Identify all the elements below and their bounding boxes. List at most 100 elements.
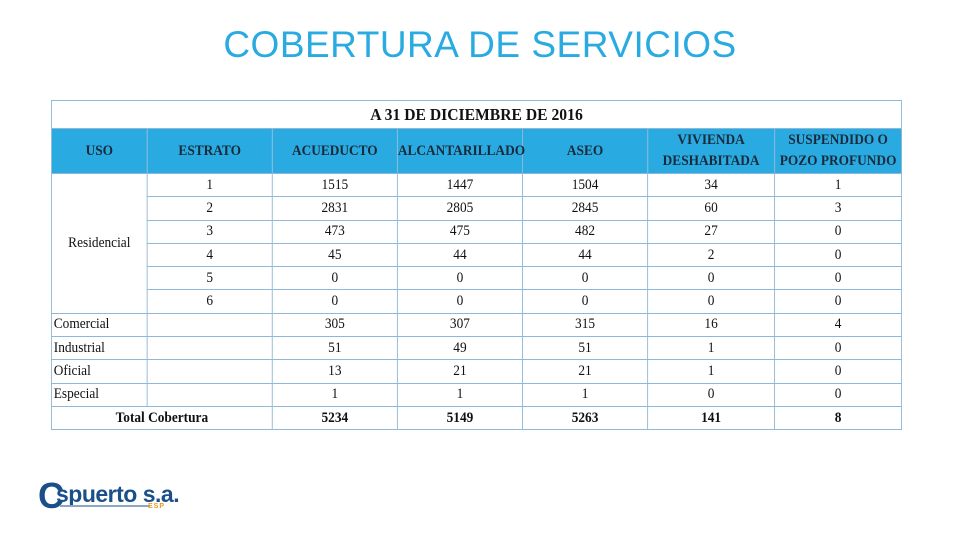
cell-aseo: 482 [522, 219, 649, 244]
cell-alcantarillado: 49 [396, 336, 523, 361]
total-aseo: 5263 [522, 405, 649, 431]
cell-suspendido: 0 [774, 336, 903, 361]
table-row: 4 45 44 44 2 0 [51, 242, 903, 268]
total-label: Total Cobertura [50, 405, 273, 431]
cell-acueducto: 1515 [271, 172, 398, 198]
cell-alcantarillado: 44 [396, 242, 523, 268]
cell-alcantarillado: 307 [396, 312, 523, 338]
cell-vivienda: 0 [647, 266, 776, 291]
logo-mark: C [38, 475, 64, 516]
header-suspendido: SUSPENDIDO O POZO PROFUNDO [774, 128, 903, 174]
header-vivienda: VIVIENDA DESHABITADA [647, 128, 776, 174]
table-caption-row: A 31 DE DICIEMBRE DE 2016 [50, 100, 903, 129]
cell-uso: Industrial [50, 336, 148, 361]
table-header-row: USO ESTRATO ACUEDUCTO ALCANTARILLADO ASE… [50, 128, 903, 174]
cell-suspendido: 0 [774, 289, 903, 314]
cell-estrato: 2 [146, 196, 273, 221]
cell-acueducto: 45 [271, 242, 398, 268]
cell-estrato: 3 [146, 219, 273, 244]
cell-acueducto: 51 [271, 336, 398, 361]
cell-vivienda: 1 [647, 359, 776, 384]
logo-esp: ESP [148, 503, 166, 510]
total-suspendido: 8 [774, 405, 903, 431]
cell-alcantarillado: 0 [396, 266, 523, 291]
coverage-table: A 31 DE DICIEMBRE DE 2016 USO ESTRATO AC… [50, 100, 903, 431]
page-title: COBERTURA DE SERVICIOS [223, 24, 737, 65]
cell-aseo: 2845 [522, 196, 649, 221]
cell-uso: Comercial [50, 312, 148, 338]
header-estrato: ESTRATO [146, 128, 273, 174]
cell-vivienda: 16 [647, 312, 776, 338]
logo-name: spuerto s.a. [56, 481, 180, 507]
cell-acueducto: 0 [271, 289, 398, 314]
cell-suspendido: 3 [774, 196, 903, 221]
table-row: Especial 1 1 1 0 0 [50, 382, 903, 407]
table-row: Oficial 13 21 21 1 0 [50, 359, 903, 384]
logo-tagline-bar [60, 505, 150, 507]
cell-vivienda: 0 [647, 289, 776, 314]
cell-estrato: 1 [146, 172, 273, 198]
table-row: 2 2831 2805 2845 60 3 [51, 196, 903, 221]
cell-vivienda: 60 [647, 196, 776, 221]
header-alcantarillado: ALCANTARILLADO [396, 128, 525, 174]
header-aseo: ASEO [522, 128, 649, 174]
cell-alcantarillado: 0 [396, 289, 523, 314]
cell-estrato: 5 [146, 266, 273, 291]
cell-uso: Especial [50, 382, 148, 407]
total-row: Total Cobertura 5234 5149 5263 141 8 [50, 405, 903, 431]
header-acueducto: ACUEDUCTO [271, 128, 398, 174]
cell-estrato-empty [146, 312, 273, 338]
cell-alcantarillado: 1447 [396, 172, 523, 198]
cell-vivienda: 34 [647, 172, 776, 198]
cell-suspendido: 0 [774, 359, 903, 384]
cell-estrato-empty [146, 359, 273, 384]
cell-alcantarillado: 2805 [396, 196, 523, 221]
total-acueducto: 5234 [271, 405, 398, 431]
cell-aseo: 1504 [522, 172, 649, 198]
table-row: Industrial 51 49 51 1 0 [50, 336, 903, 361]
cell-acueducto: 13 [271, 359, 398, 384]
cell-estrato: 4 [146, 242, 273, 268]
header-uso: USO [50, 128, 148, 174]
cell-estrato: 6 [146, 289, 273, 314]
cell-estrato-empty [146, 336, 273, 361]
cell-alcantarillado: 21 [396, 359, 523, 384]
cell-estrato-empty [146, 382, 273, 407]
company-logo: C spuerto s.a. ESP [38, 478, 188, 516]
table-row: 3 473 475 482 27 0 [51, 219, 903, 244]
cell-alcantarillado: 475 [396, 219, 523, 244]
total-vivienda: 141 [647, 405, 776, 431]
cell-aseo: 315 [522, 312, 649, 338]
cell-acueducto: 305 [271, 312, 398, 338]
cell-vivienda: 1 [647, 336, 776, 361]
table-caption: A 31 DE DICIEMBRE DE 2016 [50, 100, 903, 129]
cell-acueducto: 1 [271, 382, 398, 407]
cell-suspendido: 1 [774, 172, 903, 198]
cell-acueducto: 0 [271, 266, 398, 291]
cell-alcantarillado: 1 [396, 382, 523, 407]
cell-acueducto: 473 [271, 219, 398, 244]
cell-vivienda: 2 [647, 242, 776, 268]
cell-vivienda: 27 [647, 219, 776, 244]
cell-suspendido: 4 [774, 312, 903, 338]
cell-aseo: 21 [522, 359, 649, 384]
cell-suspendido: 0 [774, 266, 903, 291]
cell-aseo: 0 [522, 266, 649, 291]
cell-uso: Oficial [50, 359, 148, 384]
other-use-rows: Comercial 305 307 315 16 4 Industrial 51 49 51 1 0 O… [50, 312, 903, 407]
cell-vivienda: 0 [647, 382, 776, 407]
uso-residencial: Residencial [50, 173, 148, 314]
table-row: Residencial 1 1515 1447 1504 34 1 [50, 172, 903, 314]
cell-aseo: 51 [522, 336, 649, 361]
cell-aseo: 1 [522, 382, 649, 407]
coverage-table-container: A 31 DE DICIEMBRE DE 2016 USO ESTRATO AC… [50, 100, 903, 431]
cell-suspendido: 0 [774, 242, 903, 268]
cell-aseo: 0 [522, 289, 649, 314]
total-alcantarillado: 5149 [396, 405, 523, 431]
residencial-rows: Residencial 1 1515 1447 1504 34 1 2 2831 2805 2845… [50, 172, 903, 314]
cell-acueducto: 2831 [271, 196, 398, 221]
cell-suspendido: 0 [774, 382, 903, 407]
cell-aseo: 44 [522, 242, 649, 268]
